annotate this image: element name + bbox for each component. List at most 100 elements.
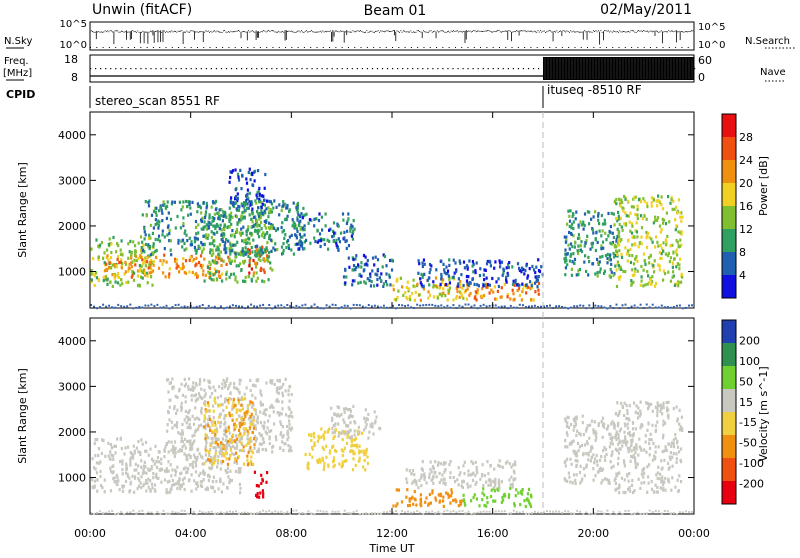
scatter-cell bbox=[513, 502, 515, 505]
scatter-cell bbox=[574, 479, 576, 482]
scatter-cell bbox=[243, 427, 245, 430]
scatter-cell bbox=[456, 295, 458, 298]
scatter-cell bbox=[192, 415, 194, 418]
scatter-cell bbox=[375, 273, 377, 276]
scatter-cell bbox=[251, 212, 253, 215]
scatter-cell bbox=[633, 273, 635, 276]
scatter-cell bbox=[169, 406, 171, 409]
scatter-cell bbox=[632, 421, 634, 424]
scatter-cell bbox=[164, 247, 166, 250]
scatter-cell bbox=[671, 198, 673, 201]
scatter-cell bbox=[225, 439, 227, 442]
scatter-cell bbox=[163, 254, 165, 257]
freq-sample bbox=[306, 68, 307, 69]
scatter-cell bbox=[519, 294, 521, 297]
scatter-cell bbox=[374, 410, 376, 413]
scatter-cell bbox=[142, 213, 144, 216]
scatter-cell bbox=[205, 274, 207, 277]
scatter-cell bbox=[655, 429, 657, 432]
scatter-cell bbox=[230, 449, 232, 452]
freq-sample bbox=[412, 68, 413, 69]
scatter-cell bbox=[174, 448, 176, 451]
scatter-cell bbox=[456, 478, 458, 481]
scatter-cell bbox=[245, 253, 247, 256]
scatter-cell bbox=[506, 266, 508, 269]
scatter-cell bbox=[110, 256, 112, 259]
scatter-cell bbox=[249, 204, 251, 207]
scatter-cell bbox=[160, 458, 162, 461]
scatter-cell bbox=[169, 267, 171, 270]
scatter-cell bbox=[262, 495, 264, 498]
scatter-cell bbox=[228, 426, 230, 429]
scatter-cell bbox=[651, 201, 653, 204]
scatter-cell bbox=[259, 391, 261, 394]
scatter-cell bbox=[675, 251, 677, 254]
scatter-cell bbox=[255, 271, 257, 274]
scatter-cell bbox=[285, 389, 287, 392]
scatter-cell bbox=[337, 248, 339, 251]
freq-sample bbox=[468, 68, 469, 69]
scatter-cell bbox=[237, 173, 239, 176]
scatter-cell bbox=[429, 294, 431, 297]
scatter-cell bbox=[414, 479, 416, 482]
scatter-cell bbox=[525, 284, 527, 287]
scatter-cell bbox=[252, 384, 254, 387]
scatter-cell bbox=[439, 481, 441, 484]
ground-scatter-cell bbox=[160, 307, 162, 309]
scatter-cell bbox=[620, 402, 622, 405]
scatter-cell bbox=[396, 278, 398, 281]
scatter-cell bbox=[334, 430, 336, 433]
scatter-cell bbox=[214, 401, 216, 404]
scatter-cell bbox=[246, 196, 248, 199]
scatter-cell bbox=[605, 254, 607, 257]
scatter-cell bbox=[209, 444, 211, 447]
scatter-cell bbox=[145, 264, 147, 267]
ground-scatter-cell bbox=[244, 307, 246, 309]
nsearch-sample bbox=[329, 47, 330, 48]
scatter-cell bbox=[215, 256, 217, 259]
scatter-cell bbox=[221, 228, 223, 231]
scatter-cell bbox=[229, 244, 231, 247]
scatter-cell bbox=[508, 478, 510, 481]
scatter-cell bbox=[204, 437, 206, 440]
scatter-cell bbox=[142, 249, 144, 252]
scatter-cell bbox=[655, 424, 657, 427]
scatter-cell bbox=[195, 464, 197, 467]
scatter-cell bbox=[627, 239, 629, 242]
scatter-cell bbox=[634, 213, 636, 216]
scatter-cell bbox=[268, 222, 270, 225]
scatter-cell bbox=[210, 456, 212, 459]
scatter-cell bbox=[266, 258, 268, 261]
scatter-cell bbox=[647, 407, 649, 410]
scatter-cell bbox=[207, 436, 209, 439]
scatter-cell bbox=[281, 221, 283, 224]
scatter-cell bbox=[113, 274, 115, 277]
scatter-cell bbox=[501, 295, 503, 298]
scatter-cell bbox=[171, 426, 173, 429]
scatter-cell bbox=[459, 262, 461, 265]
scatter-cell bbox=[448, 278, 450, 281]
scatter-cell bbox=[207, 266, 209, 269]
nsearch-sample bbox=[285, 47, 286, 48]
scatter-cell bbox=[509, 487, 511, 490]
scatter-cell bbox=[296, 230, 298, 233]
scatter-cell bbox=[350, 444, 352, 447]
scatter-cell bbox=[255, 280, 257, 283]
scatter-cell bbox=[624, 270, 626, 273]
scatter-cell bbox=[219, 480, 221, 483]
scatter-cell bbox=[170, 488, 172, 491]
scatter-cell bbox=[345, 407, 347, 410]
scatter-cell bbox=[165, 275, 167, 278]
scatter-cell bbox=[125, 281, 127, 284]
scatter-cell bbox=[659, 225, 661, 228]
scatter-cell bbox=[271, 405, 273, 408]
scatter-cell bbox=[149, 448, 151, 451]
scatter-cell bbox=[184, 438, 186, 441]
scatter-cell bbox=[624, 402, 626, 405]
scatter-cell bbox=[120, 278, 122, 281]
scatter-cell bbox=[360, 265, 362, 268]
scatter-cell bbox=[408, 287, 410, 290]
scatter-cell bbox=[133, 279, 135, 282]
scatter-cell bbox=[302, 227, 304, 230]
scatter-cell bbox=[676, 461, 678, 464]
